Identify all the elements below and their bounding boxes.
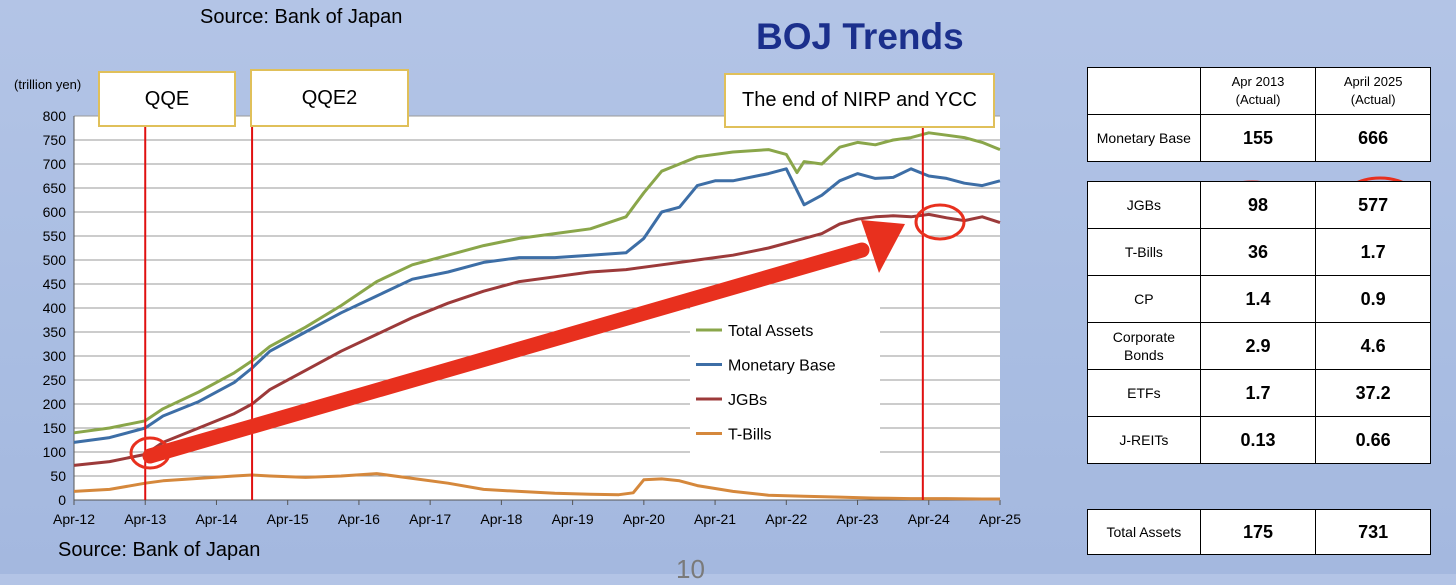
y-axis-unit-label: (trillion yen) xyxy=(14,77,82,92)
x-tick-label: Apr-14 xyxy=(195,511,237,527)
series-lines xyxy=(73,131,1001,501)
y-tick-label: 250 xyxy=(43,372,67,388)
x-tick-label: Apr-21 xyxy=(694,511,736,527)
y-tick-label: 50 xyxy=(50,468,66,484)
legend-label-monetary-base: Monetary Base xyxy=(728,358,836,375)
y-tick-label: 350 xyxy=(43,324,67,340)
x-tick-label: Apr-23 xyxy=(837,511,879,527)
cell-monetary-base-2013: 155 xyxy=(1199,114,1317,162)
series-line-t-bills xyxy=(73,472,1000,501)
cell-total-assets-2025: 731 xyxy=(1315,509,1431,555)
source-note-top: Source: Bank of Japan xyxy=(200,6,403,28)
x-tick-label: Apr-12 xyxy=(53,511,95,527)
y-tick-label: 400 xyxy=(43,300,67,316)
highlight-circle-2013 xyxy=(129,436,171,470)
x-tick-label: Apr-19 xyxy=(552,511,594,527)
y-tick-label: 200 xyxy=(43,396,67,412)
x-tick-label: Apr-17 xyxy=(409,511,451,527)
legend-label-t-bills: T-Bills xyxy=(728,427,772,444)
page-title: BOJ Trends xyxy=(756,16,964,57)
trend-arrow-head xyxy=(861,220,905,273)
series-line-total-assets xyxy=(73,131,1001,435)
cell-jgbs-2025: 577 xyxy=(1315,181,1431,229)
trend-arrow-shaft xyxy=(142,242,870,464)
cell-jreits-2013: 0.13 xyxy=(1199,416,1317,464)
table-header-apr2013: Apr 2013 (Actual) xyxy=(1199,67,1317,115)
cell-jreits-2025: 0.66 xyxy=(1315,416,1431,464)
cell-tbills-2013: 36 xyxy=(1199,228,1317,276)
y-tick-label: 450 xyxy=(43,276,67,292)
legend-label-jgbs: JGBs xyxy=(728,392,767,409)
total-assets-table: Total Assets 175 731 xyxy=(1087,509,1431,555)
x-tick-label: Apr-16 xyxy=(338,511,380,527)
y-tick-label: 300 xyxy=(43,348,67,364)
cell-corporate-bonds-2025: 4.6 xyxy=(1315,322,1431,370)
table-header-blank xyxy=(1087,67,1201,115)
row-label-total-assets: Total Assets xyxy=(1087,509,1201,555)
cell-monetary-base-2025: 666 xyxy=(1315,114,1431,162)
cell-cp-2025: 0.9 xyxy=(1315,275,1431,323)
y-tick-label: 600 xyxy=(43,204,67,220)
series-line-jgbs xyxy=(73,212,1001,467)
y-tick-label: 750 xyxy=(43,132,67,148)
highlight-circle-2024 xyxy=(914,203,966,241)
annotation-end-nirp-ycc: The end of NIRP and YCC xyxy=(724,73,995,128)
x-tick-label: Apr-13 xyxy=(124,511,166,527)
row-label-monetary-base: Monetary Base xyxy=(1087,114,1201,162)
y-tick-label: 0 xyxy=(58,492,66,508)
y-axis-ticks: 0 50 100 150 200 250 300 350 400 450 500 550 600 650 7… xyxy=(43,108,67,508)
summary-table-top: Apr 2013 (Actual) April 2025 (Actual) Mo… xyxy=(1087,67,1431,162)
cell-corporate-bonds-2013: 2.9 xyxy=(1199,322,1317,370)
x-tick-label: Apr-15 xyxy=(267,511,309,527)
cell-tbills-2025: 1.7 xyxy=(1315,228,1431,276)
cell-etfs-2013: 1.7 xyxy=(1199,369,1317,417)
row-label-jreits: J-REITs xyxy=(1087,416,1201,464)
x-axis-ticks: Apr-12 Apr-13 Apr-14 Apr-15 Apr-16 Apr-17 Apr-… xyxy=(53,499,1021,527)
cell-cp-2013: 1.4 xyxy=(1199,275,1317,323)
x-tick-label: Apr-25 xyxy=(979,511,1021,527)
y-tick-label: 100 xyxy=(43,444,67,460)
series-line-monetary-base xyxy=(73,167,1001,444)
x-tick-label: Apr-18 xyxy=(480,511,522,527)
row-label-tbills: T-Bills xyxy=(1087,228,1201,276)
legend-label-total-assets: Total Assets xyxy=(728,323,813,340)
x-tick-label: Apr-22 xyxy=(765,511,807,527)
x-tick-label: Apr-20 xyxy=(623,511,665,527)
assets-table: JGBs 98 577 T-Bills 36 1.7 CP 1.4 0.9 Co… xyxy=(1087,181,1431,464)
y-tick-label: 700 xyxy=(43,156,67,172)
y-tick-label: 500 xyxy=(43,252,67,268)
table-header-apr2025: April 2025 (Actual) xyxy=(1315,67,1431,115)
row-label-etfs: ETFs xyxy=(1087,369,1201,417)
row-label-jgbs: JGBs xyxy=(1087,181,1201,229)
y-tick-label: 150 xyxy=(43,420,67,436)
y-tick-label: 550 xyxy=(43,228,67,244)
row-label-cp: CP xyxy=(1087,275,1201,323)
annotation-qqe2: QQE2 xyxy=(250,69,409,127)
legend: Total Assets Monetary Base JGBs T-Bills xyxy=(696,323,836,444)
cell-total-assets-2013: 175 xyxy=(1199,509,1317,555)
source-note-bottom: Source: Bank of Japan xyxy=(58,539,261,561)
cell-jgbs-2013: 98 xyxy=(1199,181,1317,229)
y-tick-label: 800 xyxy=(43,108,67,124)
annotation-qqe: QQE xyxy=(98,71,236,127)
cell-etfs-2025: 37.2 xyxy=(1315,369,1431,417)
row-label-corporate-bonds: Corporate Bonds xyxy=(1087,322,1201,370)
x-tick-label: Apr-24 xyxy=(908,511,950,527)
y-tick-label: 650 xyxy=(43,180,67,196)
